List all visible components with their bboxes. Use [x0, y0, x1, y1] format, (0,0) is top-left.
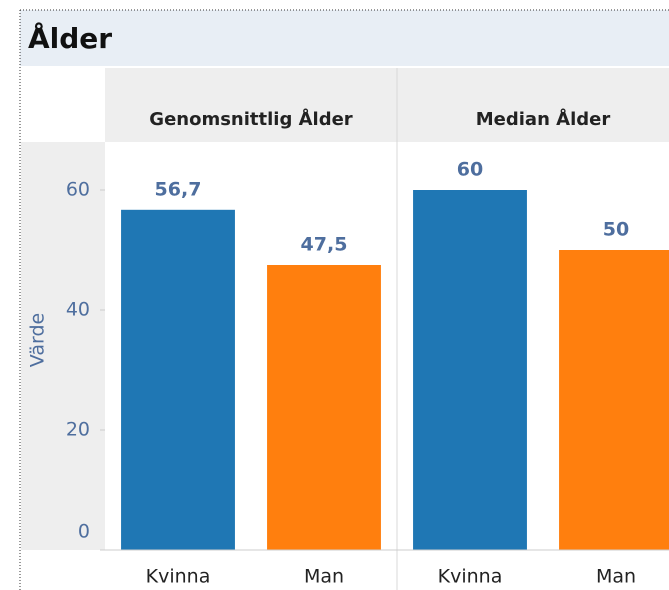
bar	[121, 209, 235, 551]
x-tick-label: Kvinna	[438, 566, 503, 588]
y-tick-label: 60	[66, 179, 90, 201]
title-bar	[20, 10, 669, 66]
x-tick-label: Man	[596, 566, 636, 588]
data-label: 56,7	[155, 178, 202, 200]
x-tick-label: Man	[304, 566, 344, 588]
panel-title: Genomsnittlig Ålder	[149, 107, 353, 130]
data-label: 47,5	[301, 234, 348, 256]
bar	[559, 250, 669, 550]
x-tick-label: Kvinna	[146, 566, 211, 588]
y-tick-label: 20	[66, 419, 90, 441]
header-row	[105, 68, 669, 142]
bar	[267, 265, 381, 550]
panel-title: Median Ålder	[476, 107, 611, 130]
y-axis-area	[21, 142, 105, 550]
y-tick-label: 0	[78, 521, 90, 543]
data-label: 50	[603, 219, 629, 241]
y-tick-label: 40	[66, 299, 90, 321]
chart-title: Ålder	[28, 21, 112, 55]
y-axis-label: Värde	[27, 313, 49, 367]
data-label: 60	[457, 159, 483, 181]
bar	[413, 190, 527, 550]
